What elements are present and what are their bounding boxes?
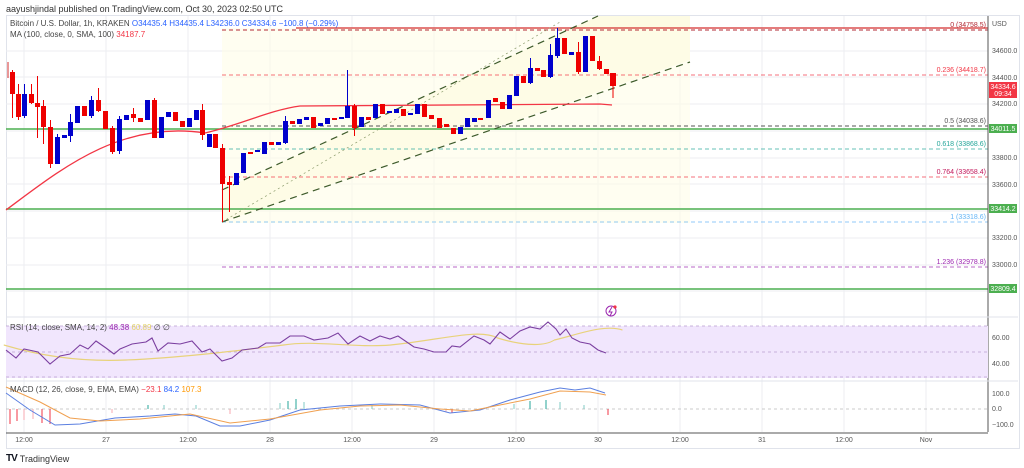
svg-text:1 (33318.6): 1 (33318.6) (950, 214, 986, 221)
svg-text:USD: USD (992, 21, 1007, 28)
support-levels (6, 128, 988, 290)
low-value: L34236.0 (206, 19, 240, 28)
svg-text:27: 27 (102, 437, 110, 444)
svg-text:31: 31 (758, 437, 766, 444)
macd-signal-value: 107.3 (181, 385, 202, 394)
svg-text:33200.0: 33200.0 (992, 235, 1017, 242)
svg-text:0.236 (34418.7): 0.236 (34418.7) (937, 67, 986, 74)
macd-hist-value: −23.1 (141, 385, 162, 394)
svg-text:32809.4: 32809.4 (990, 286, 1015, 293)
svg-text:60.00: 60.00 (992, 335, 1010, 342)
fibonacci-labels: 0 (34758.5) 0.236 (34418.7) 0.5 (34038.6… (937, 22, 986, 266)
ma-value: 34187.7 (116, 30, 146, 39)
svg-text:33414.2: 33414.2 (990, 206, 1015, 213)
svg-text:1.236 (32978.8): 1.236 (32978.8) (937, 259, 986, 266)
svg-text:0.5 (34038.6): 0.5 (34038.6) (944, 118, 986, 125)
svg-text:−100.0: −100.0 (992, 422, 1014, 429)
price-axis-ticks: USD 34600.0 34400.0 34200.0 33800.0 3360… (992, 21, 1017, 269)
rsi-line (5, 321, 607, 365)
rising-channel (221, 15, 691, 223)
svg-text:0 (34758.5): 0 (34758.5) (950, 22, 986, 29)
fibonacci-lines (222, 29, 988, 268)
svg-text:12:00: 12:00 (15, 437, 33, 444)
level-tags: 34011.5 33414.2 32809.4 (989, 124, 1017, 293)
svg-text:34400.0: 34400.0 (992, 75, 1017, 82)
svg-text:34600.0: 34600.0 (992, 48, 1017, 55)
tradingview-logo[interactable]: TV TradingView (6, 453, 69, 464)
open-value: O34435.4 (131, 19, 167, 28)
svg-text:0.618 (33868.6): 0.618 (33868.6) (937, 141, 986, 148)
svg-text:12:00: 12:00 (343, 437, 361, 444)
change-value: −100.8 (−0.29%) (278, 19, 339, 28)
svg-text:33800.0: 33800.0 (992, 155, 1017, 162)
svg-text:40.00: 40.00 (992, 361, 1010, 368)
symbol-title[interactable]: Bitcoin / U.S. Dollar, 1h, KRAKEN (10, 19, 130, 28)
svg-text:Nov: Nov (920, 437, 933, 444)
svg-text:0.0: 0.0 (992, 406, 1002, 413)
svg-text:12:00: 12:00 (835, 437, 853, 444)
rsi-legend: RSI (14, close, SMA, 14, 2) 48.38 60.89 … (10, 323, 170, 332)
chart-frame[interactable] (6, 15, 1020, 449)
macd-value: 84.2 (163, 385, 180, 394)
svg-text:34011.5: 34011.5 (991, 126, 1016, 133)
svg-text:100.0: 100.0 (992, 391, 1010, 398)
rsi-axis: 60.00 40.00 (992, 335, 1010, 368)
ma-label[interactable]: MA (100, close, 0, SMA, 100) (10, 30, 115, 39)
signal-line (5, 386, 607, 424)
svg-text:29: 29 (430, 437, 438, 444)
svg-text:34200.0: 34200.0 (992, 101, 1017, 108)
macd-line (5, 387, 606, 427)
rsi-band-lines (6, 325, 988, 378)
macd-histogram (9, 399, 609, 424)
main-legend: Bitcoin / U.S. Dollar, 1h, KRAKEN O34435… (10, 18, 338, 40)
svg-text:09:34: 09:34 (994, 91, 1012, 98)
brand-name: TradingView (19, 453, 70, 464)
current-price-tag (989, 82, 1017, 98)
macd-axis: 100.0 0.0 −100.0 (992, 391, 1014, 429)
time-axis-labels: 12:00 27 12:00 28 12:00 29 12:00 30 12:0… (15, 437, 932, 444)
rsi-label[interactable]: RSI (14, close, SMA, 14, 2) (10, 323, 107, 332)
rsi-ma-value: 60.89 (131, 323, 152, 332)
publisher-caption: aayushjindal published on TradingView.co… (6, 4, 284, 14)
svg-text:30: 30 (594, 437, 602, 444)
svg-text:0.764 (33658.4): 0.764 (33658.4) (937, 169, 986, 176)
rsi-value: 48.38 (109, 323, 130, 332)
lightning-event-icon[interactable] (605, 305, 617, 317)
svg-text:33600.0: 33600.0 (992, 182, 1017, 189)
macd-label[interactable]: MACD (12, 26, close, 9, EMA, EMA) (10, 385, 139, 394)
svg-text:34334.6: 34334.6 (990, 84, 1015, 91)
rsi-ma-line (3, 327, 623, 361)
moving-average-line (5, 103, 613, 211)
svg-text:12:00: 12:00 (507, 437, 525, 444)
svg-text:12:00: 12:00 (179, 437, 197, 444)
high-value: H34435.4 (169, 19, 204, 28)
macd-legend: MACD (12, 26, close, 9, EMA, EMA) −23.1 … (10, 385, 202, 394)
svg-text:12:00: 12:00 (671, 437, 689, 444)
svg-text:28: 28 (266, 437, 274, 444)
candlesticks (7, 28, 616, 222)
svg-text:33000.0: 33000.0 (992, 262, 1017, 269)
tradingview-logo-icon: TV (6, 453, 18, 464)
na-icon: ∅ ∅ (153, 323, 170, 332)
close-value: C34334.6 (241, 19, 277, 28)
